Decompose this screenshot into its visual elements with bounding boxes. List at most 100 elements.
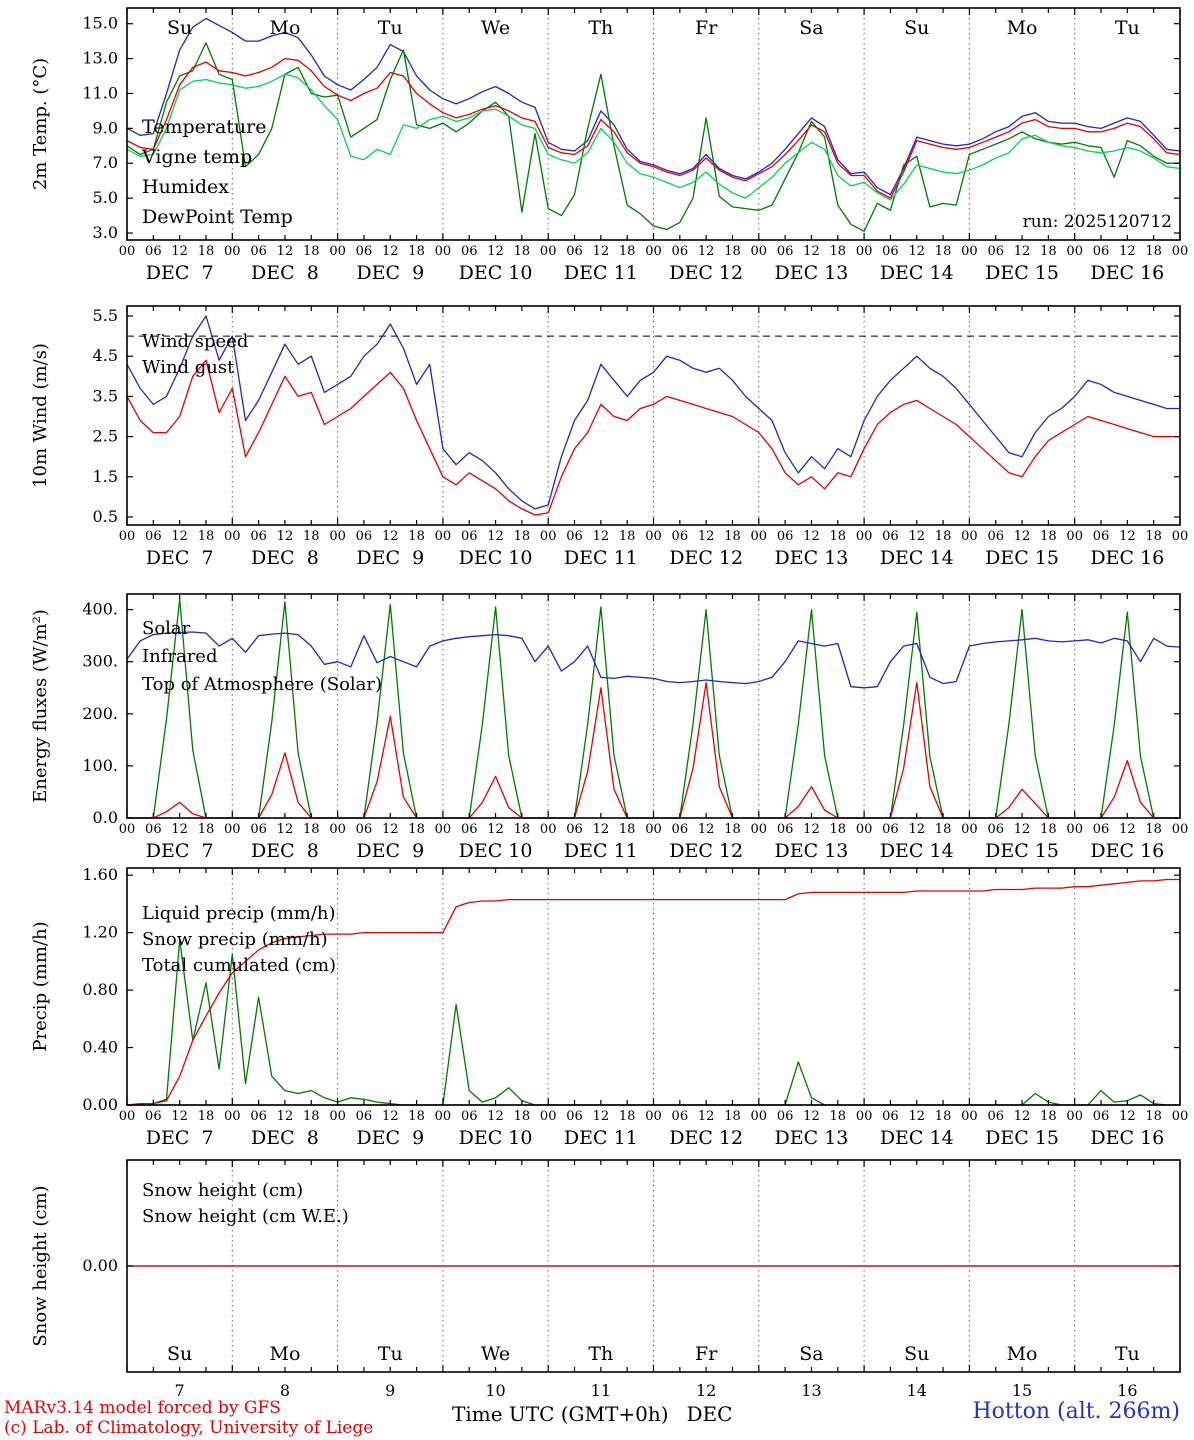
hour-tick-label: 00 [1172,529,1189,544]
hour-tick-label: 06 [882,822,899,837]
hour-tick-label: 12 [908,1109,925,1124]
y-tick-label: 11.0 [82,83,118,102]
hour-tick-label: 00 [329,529,346,544]
y-tick-label: 13.0 [82,49,118,68]
day-label: DEC 12 [669,1127,743,1149]
hour-tick-label: 06 [672,1109,689,1124]
weekday-label: Fr [695,1343,718,1365]
y-tick-label: 1.5 [93,467,118,486]
weekday-label: Mo [269,17,300,39]
hour-tick-label: 18 [1145,244,1162,259]
run-annotation: run: 2025120712 [1023,212,1172,232]
hour-tick-label: 00 [224,529,241,544]
hour-tick-label: 06 [356,1109,373,1124]
hour-tick-label: 12 [277,1109,294,1124]
weekday-label: Sa [799,17,823,39]
day-label: DEC 12 [669,262,743,284]
hour-tick-label: 06 [461,822,478,837]
hour-tick-label: 06 [672,244,689,259]
legend-solar: Solar [142,618,191,639]
hour-tick-label: 18 [1040,529,1057,544]
day-label: DEC 11 [564,1127,638,1149]
legend-dewpoint-temp: DewPoint Temp [142,206,293,228]
hour-tick-label: 12 [171,822,188,837]
hour-tick-label: 18 [1145,529,1162,544]
legend-snow-precip-mm-h-: Snow precip (mm/h) [142,929,328,950]
hour-tick-label: 06 [1093,1109,1110,1124]
hour-tick-label: 18 [1145,822,1162,837]
hour-tick-label: 00 [540,822,557,837]
hour-tick-label: 12 [382,529,399,544]
y-tick-label: 0.40 [82,1038,118,1057]
day-number-label: 10 [485,1381,505,1400]
hour-tick-label: 00 [961,1109,978,1124]
y-axis-label: Snow height (cm) [30,1185,51,1346]
hour-tick-label: 12 [487,529,504,544]
y-tick-label: 9.0 [93,118,118,137]
hour-tick-label: 06 [250,244,267,259]
hour-tick-label: 18 [830,822,847,837]
weekday-label: Su [904,1343,929,1365]
hour-tick-label: 06 [461,244,478,259]
hour-tick-label: 18 [1145,1109,1162,1124]
day-label: DEC 8 [251,547,319,569]
hour-tick-label: 06 [882,529,899,544]
day-number-label: 9 [385,1381,395,1400]
hour-tick-label: 00 [751,1109,768,1124]
hour-tick-label: 06 [566,822,583,837]
hour-tick-label: 18 [619,529,636,544]
hour-tick-label: 06 [566,1109,583,1124]
hour-tick-label: 00 [1066,1109,1083,1124]
hour-tick-label: 12 [908,529,925,544]
hour-tick-label: 12 [1119,529,1136,544]
day-label: DEC 8 [251,1127,319,1149]
x-axis-month-label: DEC [686,1402,733,1426]
hour-tick-label: 12 [698,822,715,837]
hour-tick-label: 06 [145,244,162,259]
hour-tick-label: 18 [619,244,636,259]
hour-tick-label: 12 [1119,1109,1136,1124]
weekday-label: Tu [1115,1343,1140,1365]
hour-tick-label: 12 [1014,529,1031,544]
snow-panel: 0.00 Snow height (cm) Su Mo Tu We Th Fr Sa Su Mo Tu… [30,1159,1181,1400]
weekday-label: Tu [378,17,403,39]
legend-humidex: Humidex [142,176,229,198]
hour-tick-label: 06 [145,529,162,544]
hour-tick-label: 00 [961,822,978,837]
hour-tick-label: 18 [198,529,215,544]
hour-tick-label: 00 [1066,822,1083,837]
y-tick-label: 0.00 [82,1095,118,1114]
hour-tick-label: 18 [408,529,425,544]
weekday-label: We [481,1343,510,1365]
legend-total-cumulated-cm-: Total cumulated (cm) [142,955,336,976]
hour-tick-label: 18 [303,244,320,259]
hour-tick-label: 18 [408,244,425,259]
hour-tick-label: 18 [935,529,952,544]
legend-temperature: Temperature [142,116,266,138]
hour-tick-label: 00 [961,244,978,259]
day-label: DEC 9 [356,547,424,569]
day-label: DEC 15 [985,262,1059,284]
y-tick-label: 2.5 [93,427,118,446]
day-label: DEC 14 [880,1127,954,1149]
hour-tick-label: 12 [1014,244,1031,259]
series-vigne-temp [126,42,1180,232]
hour-tick-label: 00 [224,822,241,837]
hour-tick-label: 06 [356,529,373,544]
y-tick-label: 400. [82,600,118,619]
day-label: DEC 11 [564,547,638,569]
day-label: DEC 9 [356,1127,424,1149]
day-label: DEC 10 [459,262,533,284]
hour-tick-label: 06 [987,822,1004,837]
hour-tick-label: 12 [593,822,610,837]
hour-tick-label: 18 [935,822,952,837]
y-tick-label: 0.00 [82,1256,118,1275]
hour-tick-label: 12 [382,1109,399,1124]
hour-tick-label: 12 [698,244,715,259]
hour-tick-label: 06 [987,1109,1004,1124]
hour-tick-label: 06 [882,1109,899,1124]
hour-tick-label: 06 [672,529,689,544]
hour-tick-label: 00 [1172,822,1189,837]
